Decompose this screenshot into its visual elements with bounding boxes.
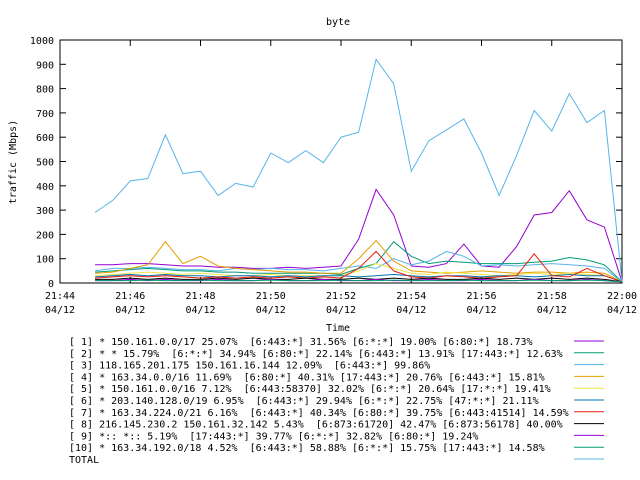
legend-entry-label: [10] * 163.34.192.0/18 4.52% [6:443:*] 5… (69, 443, 545, 454)
legend-entry-label: [ 2] * * 15.79% [6:*:*] 34.94% [6:80:*] … (69, 349, 563, 360)
x-tick-date-label: 04/12 (607, 305, 637, 316)
y-tick-label: 800 (36, 85, 54, 96)
x-tick-date-label: 04/12 (466, 305, 496, 316)
series-line-10 (95, 279, 623, 283)
y-axis-ticks: 0 100 200 300 400 500 600 700 800 900 1000 (30, 36, 622, 290)
y-axis-label: traffic (Mbps) (8, 120, 19, 204)
legend-entry-label: [ 1] * 150.161.0.0/17 25.07% [6:443:*] 3… (69, 337, 533, 348)
y-tick-label: 900 (36, 60, 54, 71)
y-tick-label: 1000 (30, 36, 54, 47)
x-tick-date-label: 04/12 (185, 305, 215, 316)
legend-entry-label: [ 5] * 150.161.0.0/16 7.12% [6:443:58370… (69, 384, 551, 395)
legend-entry-label: [ 7] * 163.34.224.0/21 6.16% [6:443:*] 4… (69, 408, 569, 419)
legend-entry-label: [ 4] * 163.34.0.0/16 11.69% [6:80:*] 40.… (69, 372, 545, 383)
x-tick-time-label: 21:48 (185, 291, 215, 302)
y-tick-label: 600 (36, 133, 54, 144)
series-line-2 (95, 240, 623, 283)
y-tick-label: 100 (36, 255, 54, 266)
series-line-1 (95, 188, 623, 282)
legend-entry-label: [ 9] *:: *:: 5.19% [17:443:*] 39.77% [6:… (69, 431, 478, 442)
x-tick-date-label: 04/12 (115, 305, 145, 316)
x-tick-date-label: 04/12 (396, 305, 426, 316)
x-tick-time-label: 21:54 (396, 291, 426, 302)
x-tick-date-label: 04/12 (326, 305, 356, 316)
x-tick-time-label: 21:52 (326, 291, 356, 302)
legend-entry-label: [ 6] * 203.140.128.0/19 6.95% [6:443:*] … (69, 396, 539, 407)
legend-entry-label: [ 8] 216.145.230.2 150.161.32.142 5.43% … (69, 420, 563, 431)
x-tick-time-label: 21:50 (256, 291, 286, 302)
x-axis-ticks: 21:44 04/12 21:46 04/12 21:48 04/12 21:50 04/12… (45, 40, 637, 316)
series-lines (94, 58, 623, 283)
x-tick-time-label: 21:58 (537, 291, 567, 302)
series-line-5 (95, 263, 623, 283)
y-tick-label: 0 (48, 279, 54, 290)
x-tick-date-label: 04/12 (256, 305, 286, 316)
x-tick-date-label: 04/12 (537, 305, 567, 316)
y-tick-label: 700 (36, 109, 54, 120)
x-tick-date-label: 04/12 (45, 305, 75, 316)
series-line-6 (95, 273, 623, 283)
legend-entry-label: [ 3] 118.165.201.175 150.161.16.144 12.0… (69, 361, 430, 372)
x-tick-time-label: 22:00 (607, 291, 637, 302)
y-tick-label: 300 (36, 206, 54, 217)
x-axis-label: Time (326, 323, 350, 334)
y-tick-label: 400 (36, 182, 54, 193)
series-line-4 (95, 239, 623, 283)
y-tick-label: 500 (36, 158, 54, 169)
x-tick-time-label: 21:46 (115, 291, 145, 302)
x-tick-time-label: 21:44 (45, 291, 75, 302)
y-tick-label: 200 (36, 230, 54, 241)
legend-entry-label: TOTAL (69, 455, 99, 466)
legend: [ 1] * 150.161.0.0/17 25.07% [6:443:*] 3… (69, 337, 604, 466)
plot-area-frame (59, 39, 623, 284)
x-tick-time-label: 21:56 (466, 291, 496, 302)
chart-title: byte (326, 17, 350, 28)
series-line-3 (95, 250, 623, 283)
series-line-11 (94, 58, 623, 282)
series-line-7 (95, 250, 623, 283)
